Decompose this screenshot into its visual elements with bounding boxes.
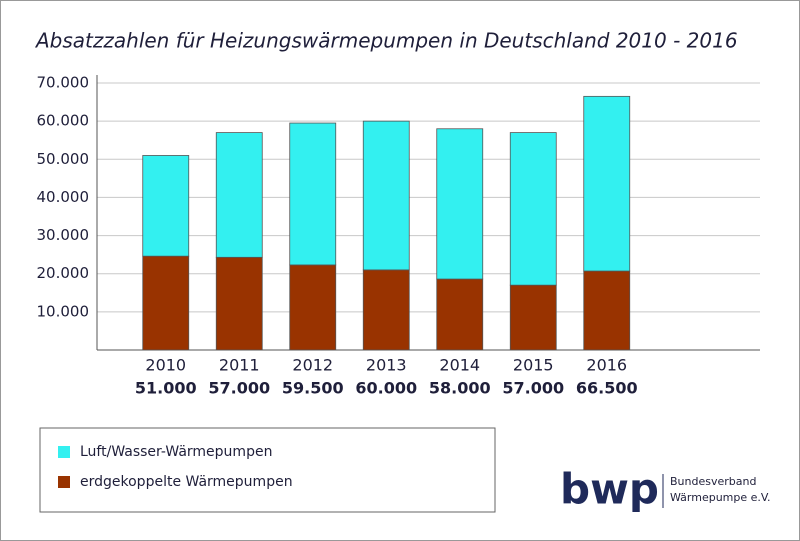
total-label: 57.000	[502, 379, 564, 398]
total-label: 51.000	[135, 379, 197, 398]
x-tick-label: 2013	[366, 356, 407, 375]
bar-segment	[436, 128, 484, 280]
legend-swatch	[58, 446, 70, 458]
bar-segment	[583, 270, 631, 351]
total-label: 58.000	[429, 379, 491, 398]
x-tick-label: 2010	[145, 356, 186, 375]
total-label: 60.000	[355, 379, 417, 398]
y-tick-label: 10.000	[37, 302, 90, 320]
bar-segment	[142, 255, 190, 351]
x-tick-label: 2014	[439, 356, 480, 375]
total-label: 59.500	[282, 379, 344, 398]
total-label: 57.000	[208, 379, 270, 398]
legend-swatch	[58, 476, 70, 488]
y-tick-label: 30.000	[37, 226, 90, 244]
total-label: 66.500	[576, 379, 638, 398]
bar-segment	[362, 269, 410, 351]
legend-box	[39, 427, 496, 513]
y-tick-label: 40.000	[37, 188, 90, 206]
y-tick-label: 60.000	[37, 112, 90, 130]
logo-text: Bundesverband	[670, 475, 756, 488]
bar-segment	[142, 155, 190, 257]
logo-mark: bwp	[560, 465, 659, 514]
x-tick-label: 2015	[513, 356, 554, 375]
y-tick-label: 20.000	[37, 264, 90, 282]
bar-segment	[289, 122, 337, 266]
x-tick-label: 2016	[586, 356, 627, 375]
legend-label: Luft/Wasser-Wärmepumpen	[80, 444, 272, 460]
y-tick-label: 70.000	[37, 74, 90, 92]
legend-label: erdgekoppelte Wärmepumpen	[80, 474, 293, 490]
x-tick-label: 2011	[219, 356, 260, 375]
bar-segment	[289, 264, 337, 351]
bar-segment	[215, 132, 263, 258]
bar-segment	[509, 132, 557, 286]
bar-segment	[215, 256, 263, 351]
bar-segment	[436, 278, 484, 351]
bar-segment	[362, 120, 410, 271]
x-tick-label: 2012	[292, 356, 333, 375]
y-tick-label: 50.000	[37, 150, 90, 168]
bar-segment	[509, 284, 557, 351]
chart-title: Absatzzahlen für Heizungswärmepumpen in …	[34, 29, 738, 53]
logo-text: Wärmepumpe e.V.	[670, 491, 771, 504]
bar-segment	[583, 95, 631, 272]
